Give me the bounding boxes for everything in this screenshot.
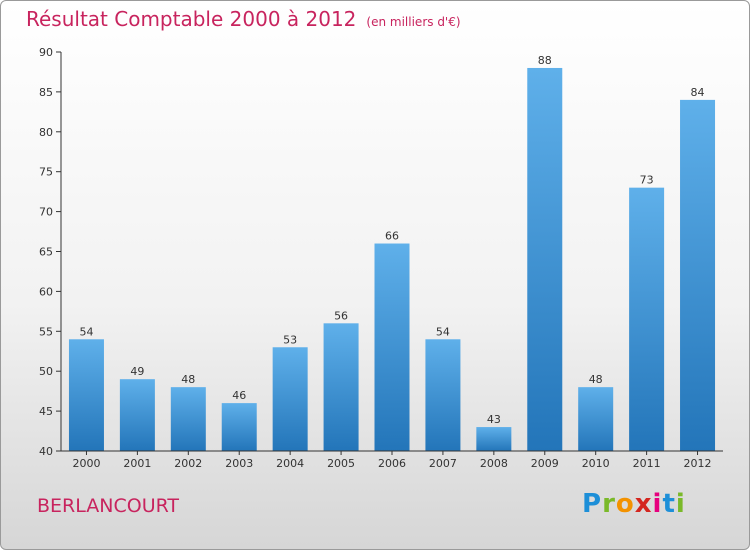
chart-unit-text: (en milliers d'€) [366,15,461,29]
chart-title: Résultat Comptable 2000 à 2012 (en millie… [26,7,461,31]
bar-2002 [170,387,206,451]
x-tick-label-2005: 2005 [327,457,355,470]
value-label-2002: 48 [181,373,195,386]
y-tick-label-65: 65 [39,246,53,259]
y-tick-label-90: 90 [39,46,53,59]
x-tick-label-2004: 2004 [276,457,304,470]
value-label-2004: 53 [283,333,297,346]
proxiti-logo: Proxiti [582,489,686,519]
x-tick-label-2012: 2012 [684,457,712,470]
logo-letter: P [582,489,603,519]
logo-letter: i [652,489,663,519]
value-label-2011: 73 [640,174,654,187]
bar-2003 [221,403,257,451]
value-label-2006: 66 [385,230,399,243]
value-label-2008: 43 [487,413,501,426]
y-tick-label-45: 45 [39,405,53,418]
y-tick-label-40: 40 [39,445,53,458]
bar-2007 [425,339,461,451]
axes-group: 2000 2001 2002 2003 2004 2005 2006 2007 2008 2009… [39,46,723,470]
bar-2009 [527,67,563,452]
bar-2004 [272,347,308,451]
value-label-2001: 49 [130,365,144,378]
bar-2001 [119,379,155,451]
logo-letter: r [602,489,616,519]
bar-2011 [629,187,665,451]
y-tick-label-60: 60 [39,285,53,298]
value-label-2010: 48 [589,373,603,386]
bar-2006 [374,243,410,451]
location-label: BERLANCOURT [37,495,180,517]
x-tick-label-2002: 2002 [174,457,202,470]
y-tick-label-80: 80 [39,126,53,139]
bar-2005 [323,323,359,451]
value-label-2005: 56 [334,309,348,322]
y-tick-label-55: 55 [39,325,53,338]
value-label-2012: 84 [691,86,705,99]
logo-letter: t [662,489,676,519]
bar-2010 [578,387,614,451]
value-label-2000: 54 [79,325,93,338]
bar-2008 [476,427,512,451]
bar-2012 [680,99,716,451]
x-tick-label-2008: 2008 [480,457,508,470]
logo-letter: i [675,489,686,519]
bar-2000 [68,339,104,451]
x-tick-label-2011: 2011 [633,457,661,470]
chart-title-text: Résultat Comptable 2000 à 2012 [26,7,357,31]
logo-letter: o [615,489,635,519]
x-tick-label-2010: 2010 [582,457,610,470]
y-tick-label-85: 85 [39,86,53,99]
x-tick-label-2001: 2001 [123,457,151,470]
x-tick-label-2000: 2000 [72,457,100,470]
value-label-2007: 54 [436,325,450,338]
bars-group: 54 49 48 46 53 56 66 54 43 88 48 73 84 [68,54,716,452]
x-tick-label-2007: 2007 [429,457,457,470]
x-tick-label-2006: 2006 [378,457,406,470]
y-tick-label-75: 75 [39,166,53,179]
value-label-2003: 46 [232,389,246,402]
y-tick-label-50: 50 [39,365,53,378]
x-tick-label-2003: 2003 [225,457,253,470]
y-tick-label-70: 70 [39,206,53,219]
x-tick-label-2009: 2009 [531,457,559,470]
value-label-2009: 88 [538,54,552,67]
logo-letter: x [634,489,653,519]
